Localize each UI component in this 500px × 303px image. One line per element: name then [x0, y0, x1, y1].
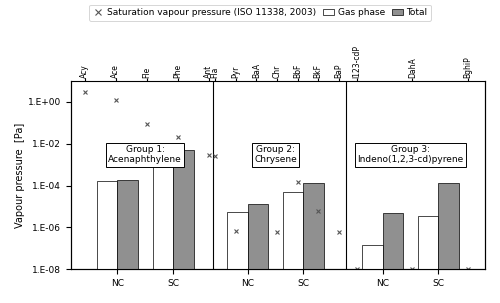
Bar	[248, 204, 268, 303]
Text: Group 3:
Indeno(1,2,3-cd)pyrene: Group 3: Indeno(1,2,3-cd)pyrene	[358, 145, 464, 165]
Text: Group 1:
Acenaphthylene: Group 1: Acenaphthylene	[108, 145, 182, 165]
Bar	[173, 150, 194, 303]
Text: Group 2:
Chrysene: Group 2: Chrysene	[254, 145, 297, 165]
Bar	[438, 183, 459, 303]
Bar	[97, 181, 117, 303]
Bar	[152, 150, 173, 303]
Legend: Saturation vapour pressure (ISO 11338, 2003), Gas phase, Total: Saturation vapour pressure (ISO 11338, 2…	[89, 5, 431, 21]
Bar	[283, 192, 304, 303]
Bar	[382, 213, 403, 303]
Bar	[227, 212, 248, 303]
Bar	[418, 216, 438, 303]
Bar	[304, 183, 324, 303]
Bar	[118, 180, 138, 303]
Bar	[362, 245, 382, 303]
Y-axis label: Vapour pressure  [Pa]: Vapour pressure [Pa]	[15, 122, 25, 228]
